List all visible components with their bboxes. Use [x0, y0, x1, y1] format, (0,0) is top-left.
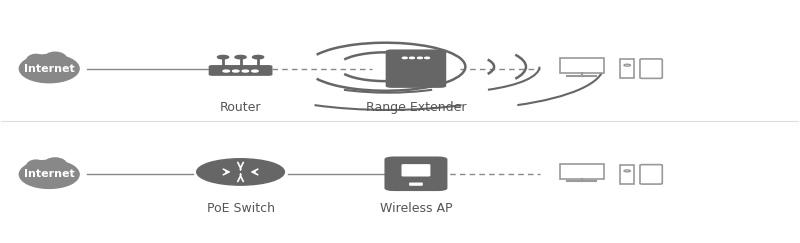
- Text: PoE Switch: PoE Switch: [206, 202, 274, 215]
- FancyBboxPatch shape: [620, 59, 634, 78]
- Ellipse shape: [44, 158, 66, 172]
- Circle shape: [410, 57, 414, 59]
- Circle shape: [402, 57, 407, 59]
- Text: Internet: Internet: [24, 64, 74, 74]
- Ellipse shape: [23, 63, 38, 71]
- Circle shape: [624, 64, 630, 66]
- Ellipse shape: [26, 160, 46, 173]
- Ellipse shape: [19, 160, 79, 188]
- Text: Router: Router: [220, 101, 262, 114]
- Circle shape: [624, 170, 630, 172]
- Ellipse shape: [19, 55, 79, 83]
- Circle shape: [242, 70, 249, 72]
- FancyBboxPatch shape: [206, 171, 275, 180]
- FancyBboxPatch shape: [402, 164, 430, 176]
- Ellipse shape: [58, 165, 75, 175]
- Circle shape: [197, 159, 285, 185]
- Ellipse shape: [44, 52, 66, 66]
- Circle shape: [425, 57, 430, 59]
- Circle shape: [223, 70, 230, 72]
- FancyBboxPatch shape: [560, 58, 604, 73]
- Circle shape: [218, 55, 229, 59]
- Circle shape: [418, 57, 422, 59]
- Circle shape: [235, 55, 246, 59]
- Ellipse shape: [23, 168, 38, 177]
- Circle shape: [253, 55, 264, 59]
- FancyBboxPatch shape: [385, 156, 447, 191]
- Circle shape: [233, 70, 239, 72]
- Text: Wireless AP: Wireless AP: [380, 202, 452, 215]
- FancyBboxPatch shape: [209, 65, 273, 76]
- FancyBboxPatch shape: [409, 182, 423, 186]
- Ellipse shape: [26, 54, 46, 67]
- FancyBboxPatch shape: [386, 49, 446, 88]
- Text: Internet: Internet: [24, 169, 74, 179]
- FancyBboxPatch shape: [620, 165, 634, 184]
- Ellipse shape: [58, 59, 75, 69]
- Circle shape: [252, 70, 258, 72]
- FancyBboxPatch shape: [560, 164, 604, 179]
- Text: Range Extender: Range Extender: [366, 101, 466, 114]
- FancyBboxPatch shape: [640, 165, 662, 184]
- FancyBboxPatch shape: [640, 59, 662, 78]
